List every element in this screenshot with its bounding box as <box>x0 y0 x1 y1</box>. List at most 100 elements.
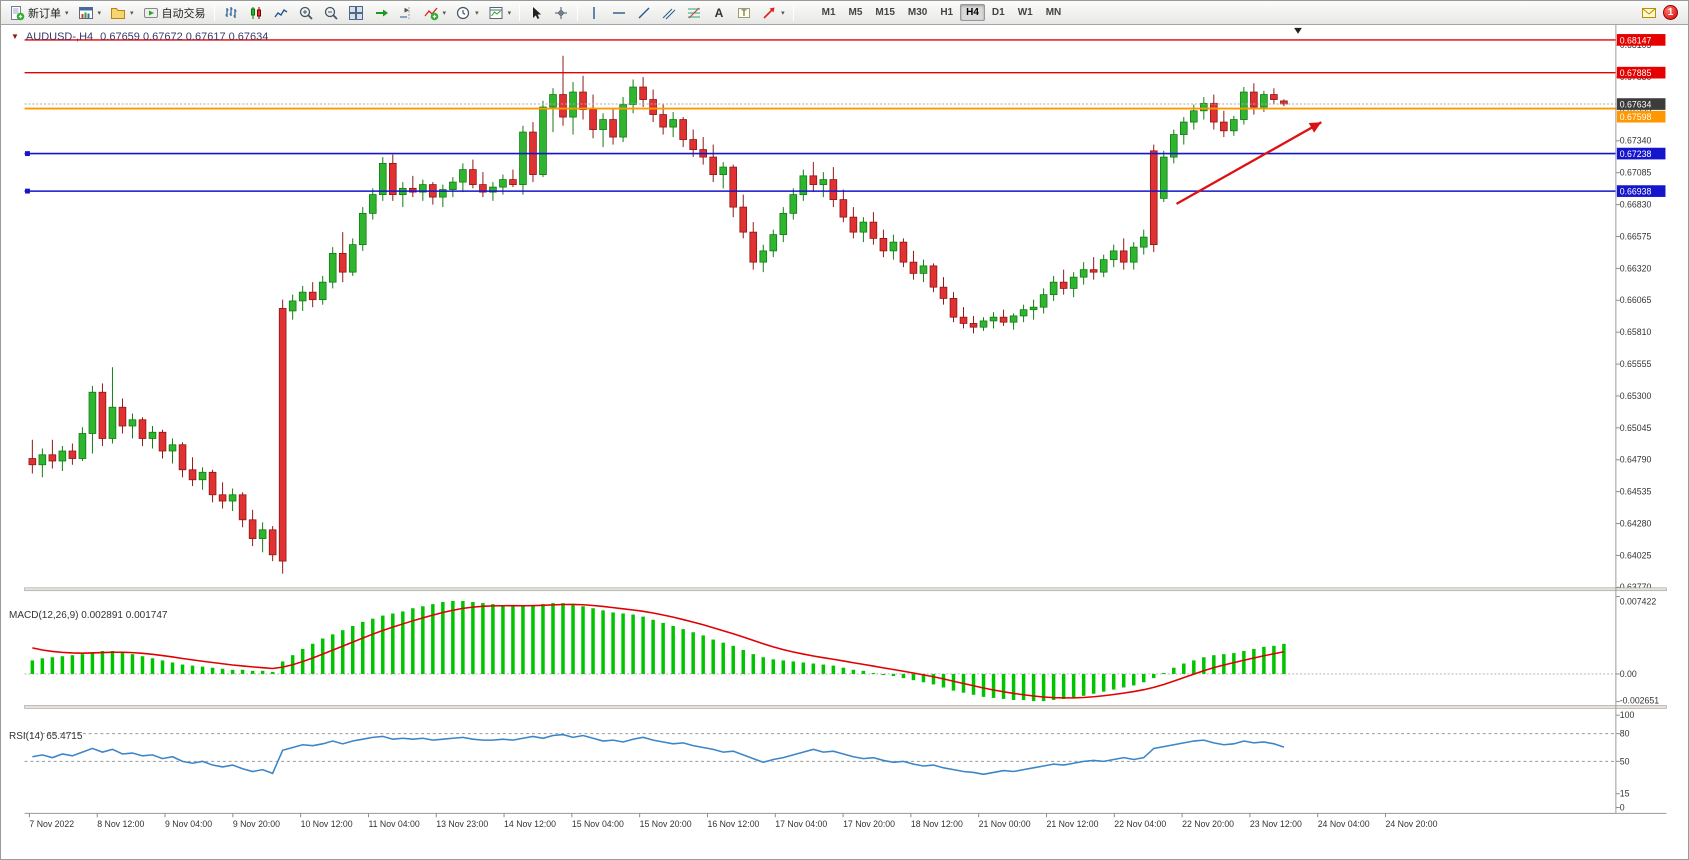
trendline-icon <box>638 7 650 18</box>
svg-text:0: 0 <box>1620 802 1625 812</box>
new-order-icon <box>11 5 25 20</box>
svg-text:0.65045: 0.65045 <box>1620 423 1652 433</box>
zoom-in-icon <box>299 6 313 20</box>
timeframe-mn-button[interactable]: MN <box>1045 7 1062 18</box>
svg-text:15 Nov 04:00: 15 Nov 04:00 <box>572 819 624 829</box>
rsi-splitter[interactable] <box>24 705 1667 709</box>
rsi-axis[interactable]: 100 80 50 15 0 <box>1615 710 1635 812</box>
toolbar-separator <box>213 4 215 21</box>
svg-text:17 Nov 20:00: 17 Nov 20:00 <box>843 819 895 829</box>
text-button[interactable]: A <box>707 3 731 23</box>
templates-button[interactable]: ▾ <box>484 3 516 23</box>
new-order-button[interactable]: 新订单 ▾ <box>5 3 73 23</box>
chevron-down-icon: ▾ <box>475 9 479 17</box>
indicators-icon <box>424 7 438 20</box>
line-chart-icon <box>273 8 287 17</box>
zoom-out-button[interactable] <box>319 3 343 23</box>
profiles-button[interactable]: ▾ <box>106 3 138 23</box>
svg-text:0.63770: 0.63770 <box>1620 582 1652 592</box>
chart-shift-icon <box>399 6 410 19</box>
profiles-folder-icon <box>111 7 126 19</box>
svg-text:9 Nov 04:00: 9 Nov 04:00 <box>165 819 212 829</box>
mail-icon[interactable] <box>1641 5 1657 21</box>
timeframe-w1-button[interactable]: W1 <box>1017 7 1033 18</box>
tile-windows-button[interactable] <box>344 3 368 23</box>
template-icon <box>489 6 503 19</box>
trendline-button[interactable] <box>632 3 656 23</box>
svg-text:21 Nov 12:00: 21 Nov 12:00 <box>1046 819 1098 829</box>
svg-text:22 Nov 20:00: 22 Nov 20:00 <box>1182 819 1234 829</box>
timeframe-m30-button[interactable]: M30 <box>907 7 928 18</box>
toolbar-right: 1 <box>1641 5 1684 21</box>
horizontal-line-button[interactable] <box>607 3 631 23</box>
svg-text:15 Nov 20:00: 15 Nov 20:00 <box>640 819 692 829</box>
chevron-down-icon: ▾ <box>65 9 69 17</box>
chart-shift-button[interactable] <box>394 3 418 23</box>
svg-text:80: 80 <box>1620 729 1630 739</box>
fibonacci-button[interactable] <box>682 3 706 23</box>
toolbar-separator <box>519 4 521 21</box>
timeframe-h1-button[interactable]: H1 <box>940 7 954 18</box>
chevron-down-icon: ▾ <box>781 9 785 17</box>
svg-text:0.66065: 0.66065 <box>1620 295 1652 305</box>
svg-text:7 Nov 2022: 7 Nov 2022 <box>29 819 74 829</box>
chart-title: ▼ AUDUSD-,H4 0.67659 0.67672 0.67617 0.6… <box>11 31 268 43</box>
rsi-panel[interactable] <box>24 733 1616 776</box>
cursor-button[interactable] <box>524 3 548 23</box>
line-chart-button[interactable] <box>269 3 293 23</box>
timeframe-m1-button[interactable]: M1 <box>821 7 836 18</box>
vertical-line-button[interactable] <box>582 3 606 23</box>
horizontal-line-objects[interactable] <box>24 39 1616 194</box>
chevron-down-icon: ▾ <box>507 9 512 17</box>
macd-axis[interactable]: 0.007422 0.00 -0.002651 <box>1615 596 1659 706</box>
svg-text:0.67598: 0.67598 <box>1620 112 1652 122</box>
svg-text:8 Nov 12:00: 8 Nov 12:00 <box>97 819 144 829</box>
svg-text:23 Nov 12:00: 23 Nov 12:00 <box>1250 819 1302 829</box>
zoom-in-button[interactable] <box>294 3 318 23</box>
svg-text:0.64280: 0.64280 <box>1620 518 1652 528</box>
timeframe-m15-button[interactable]: M15 <box>875 7 895 18</box>
text-label-button[interactable]: T <box>732 3 756 23</box>
arrows-tool-button[interactable]: ▾ <box>757 3 789 23</box>
crosshair-icon <box>555 6 568 19</box>
svg-text:15: 15 <box>1620 789 1630 799</box>
trend-arrow-annotation[interactable] <box>1175 121 1322 205</box>
svg-text:0.68147: 0.68147 <box>1620 35 1652 45</box>
price-label-boxes: 0.68147 0.67885 0.67634 0.67598 0.67238 0.669… <box>1616 34 1666 197</box>
periods-button[interactable]: ▾ <box>451 3 483 23</box>
channel-button[interactable] <box>657 3 681 23</box>
autotrading-button[interactable]: 自动交易 <box>139 3 210 23</box>
horizontal-line-icon <box>613 11 626 14</box>
svg-text:100: 100 <box>1620 710 1635 720</box>
toolbar-separator <box>577 4 579 21</box>
time-axis[interactable]: 7 Nov 2022 8 Nov 12:00 9 Nov 04:00 9 Nov 20… <box>24 812 1667 829</box>
indicators-button[interactable]: ▾ <box>419 3 451 23</box>
new-chart-button[interactable]: ▾ <box>74 3 106 23</box>
candlestick-chart-button[interactable] <box>244 3 268 23</box>
timeframe-m5-button[interactable]: M5 <box>848 7 863 18</box>
svg-text:14 Nov 12:00: 14 Nov 12:00 <box>504 819 556 829</box>
svg-text:50: 50 <box>1620 756 1630 766</box>
autotrading-label: 自动交易 <box>161 7 206 20</box>
svg-text:10 Nov 12:00: 10 Nov 12:00 <box>301 819 353 829</box>
svg-text:0.67085: 0.67085 <box>1620 168 1652 178</box>
timeframe-d1-button[interactable]: D1 <box>991 7 1005 18</box>
crosshair-button[interactable] <box>549 3 573 23</box>
svg-text:0.65555: 0.65555 <box>1620 359 1652 369</box>
macd-panel[interactable] <box>24 600 1616 702</box>
symbol-period-label: AUDUSD-,H4 <box>25 31 94 43</box>
tile-windows-icon <box>348 5 363 20</box>
bar-chart-button[interactable] <box>219 3 243 23</box>
svg-text:11 Nov 04:00: 11 Nov 04:00 <box>368 819 419 829</box>
svg-text:A: A <box>715 6 724 20</box>
notification-badge[interactable]: 1 <box>1663 5 1678 20</box>
timeframe-h4-button[interactable]: H4 <box>960 4 985 21</box>
macd-splitter[interactable] <box>24 587 1667 592</box>
svg-text:0.64025: 0.64025 <box>1620 550 1652 560</box>
arrow-tool-icon <box>763 7 775 19</box>
svg-text:0.007422: 0.007422 <box>1620 596 1657 606</box>
auto-scroll-button[interactable] <box>369 3 393 23</box>
candlestick-icon <box>250 6 261 19</box>
chart-shift-marker[interactable] <box>1294 27 1302 34</box>
chart-canvas[interactable]: 0.681050.678500.675950.673400.670850.668… <box>1 25 1689 860</box>
